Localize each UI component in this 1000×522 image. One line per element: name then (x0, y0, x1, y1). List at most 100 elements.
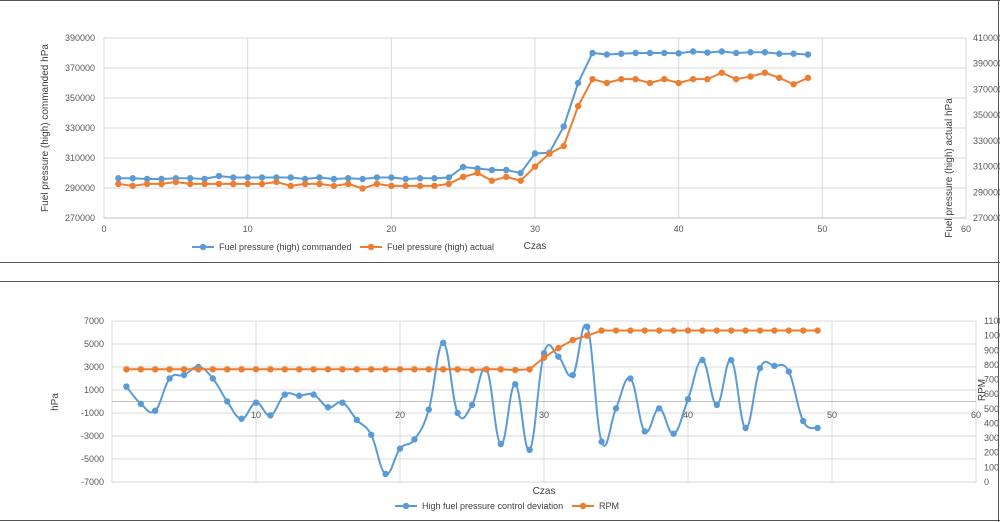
data-point (396, 445, 404, 452)
data-point (209, 366, 216, 373)
data-point (546, 150, 553, 157)
y2-tick-label: 800 (984, 360, 999, 370)
data-point (785, 327, 792, 334)
data-point (704, 49, 711, 56)
x-tick-label: 40 (683, 410, 693, 420)
data-point (373, 180, 381, 188)
data-point (267, 366, 274, 373)
data-point (526, 446, 533, 453)
data-point (684, 396, 692, 403)
y-tick-label: 310000 (65, 153, 95, 163)
data-point (267, 412, 274, 419)
data-point (368, 366, 375, 373)
y2-tick-label: 330000 (973, 136, 1000, 146)
data-point (396, 366, 404, 373)
chart-deviation-rpm: -7000 -5000 -3000 -1000 1000 3000 5000 7000 0 100… (50, 316, 1000, 511)
data-point (238, 415, 245, 422)
data-point (699, 356, 706, 364)
data-point (756, 364, 764, 372)
y-tick-label: 370000 (65, 63, 95, 73)
x-tick-label: 30 (539, 410, 549, 420)
y2-tick-label: 0 (984, 477, 989, 487)
data-point (728, 356, 735, 364)
y2-axis-title: Fuel pressure (high) actual hPa (944, 98, 955, 238)
data-point (230, 174, 237, 181)
data-point (123, 366, 130, 373)
data-point (661, 49, 668, 57)
data-point (195, 366, 202, 373)
data-point (281, 366, 288, 373)
data-point (742, 327, 749, 334)
data-point (589, 75, 596, 83)
top-frame-line (0, 0, 1000, 1)
right-frame-line (998, 0, 999, 522)
data-point (661, 75, 668, 83)
data-point (368, 431, 375, 439)
chart-separator-line (0, 262, 1000, 263)
data-point (603, 79, 611, 87)
data-point (215, 180, 223, 188)
data-point (353, 416, 360, 424)
data-point (776, 50, 783, 57)
data-point (689, 75, 697, 83)
data-point (238, 366, 245, 373)
data-point (531, 163, 539, 170)
data-point (785, 368, 792, 375)
data-point (388, 174, 395, 181)
data-point (324, 404, 332, 411)
y-tick-label: -3000 (81, 431, 104, 441)
data-point (143, 175, 151, 183)
data-point (618, 50, 625, 57)
data-point (411, 366, 418, 373)
data-point (569, 371, 576, 379)
legend-label: Fuel pressure (high) actual (387, 242, 494, 252)
data-point (324, 366, 332, 373)
data-point (440, 366, 447, 373)
data-point (814, 424, 821, 432)
data-point (158, 175, 165, 183)
data-point (115, 175, 122, 182)
data-point (761, 49, 769, 56)
y-axis-title: Fuel pressure (high) commanded hPa (40, 44, 51, 212)
data-point (296, 392, 303, 399)
y2-tick-label: 350000 (973, 110, 1000, 120)
data-point (742, 424, 749, 432)
data-point (411, 436, 418, 443)
data-point (316, 174, 323, 181)
data-point (612, 405, 620, 412)
y2-tick-label: 600 (984, 389, 999, 399)
data-point (728, 327, 735, 334)
x-tick-label: 50 (817, 224, 827, 234)
data-point (761, 69, 769, 76)
data-point (425, 366, 432, 373)
data-point (675, 79, 682, 87)
data-point (670, 327, 677, 334)
data-point (459, 163, 467, 171)
data-point (689, 48, 697, 55)
data-point (560, 123, 567, 130)
data-point (555, 353, 562, 360)
y-tick-label: 390000 (65, 33, 95, 43)
y-tick-label: 1000 (84, 385, 104, 395)
data-point (244, 174, 251, 181)
data-point (137, 366, 144, 373)
data-point (281, 391, 288, 398)
bottom-frame-line (0, 520, 1000, 521)
data-point (296, 366, 303, 373)
data-point (187, 180, 194, 188)
data-point (287, 174, 294, 181)
data-point (115, 180, 122, 188)
series-line-primary (118, 50, 809, 181)
data-point (632, 75, 639, 83)
y-tick-label: 7000 (84, 316, 104, 326)
data-point (359, 185, 366, 192)
data-point (224, 366, 231, 373)
data-point (747, 49, 754, 56)
data-point (339, 366, 346, 373)
y2-tick-label: 270000 (973, 213, 1000, 223)
data-point (555, 344, 562, 352)
data-point (618, 75, 625, 83)
y-tick-label: 270000 (65, 213, 95, 223)
